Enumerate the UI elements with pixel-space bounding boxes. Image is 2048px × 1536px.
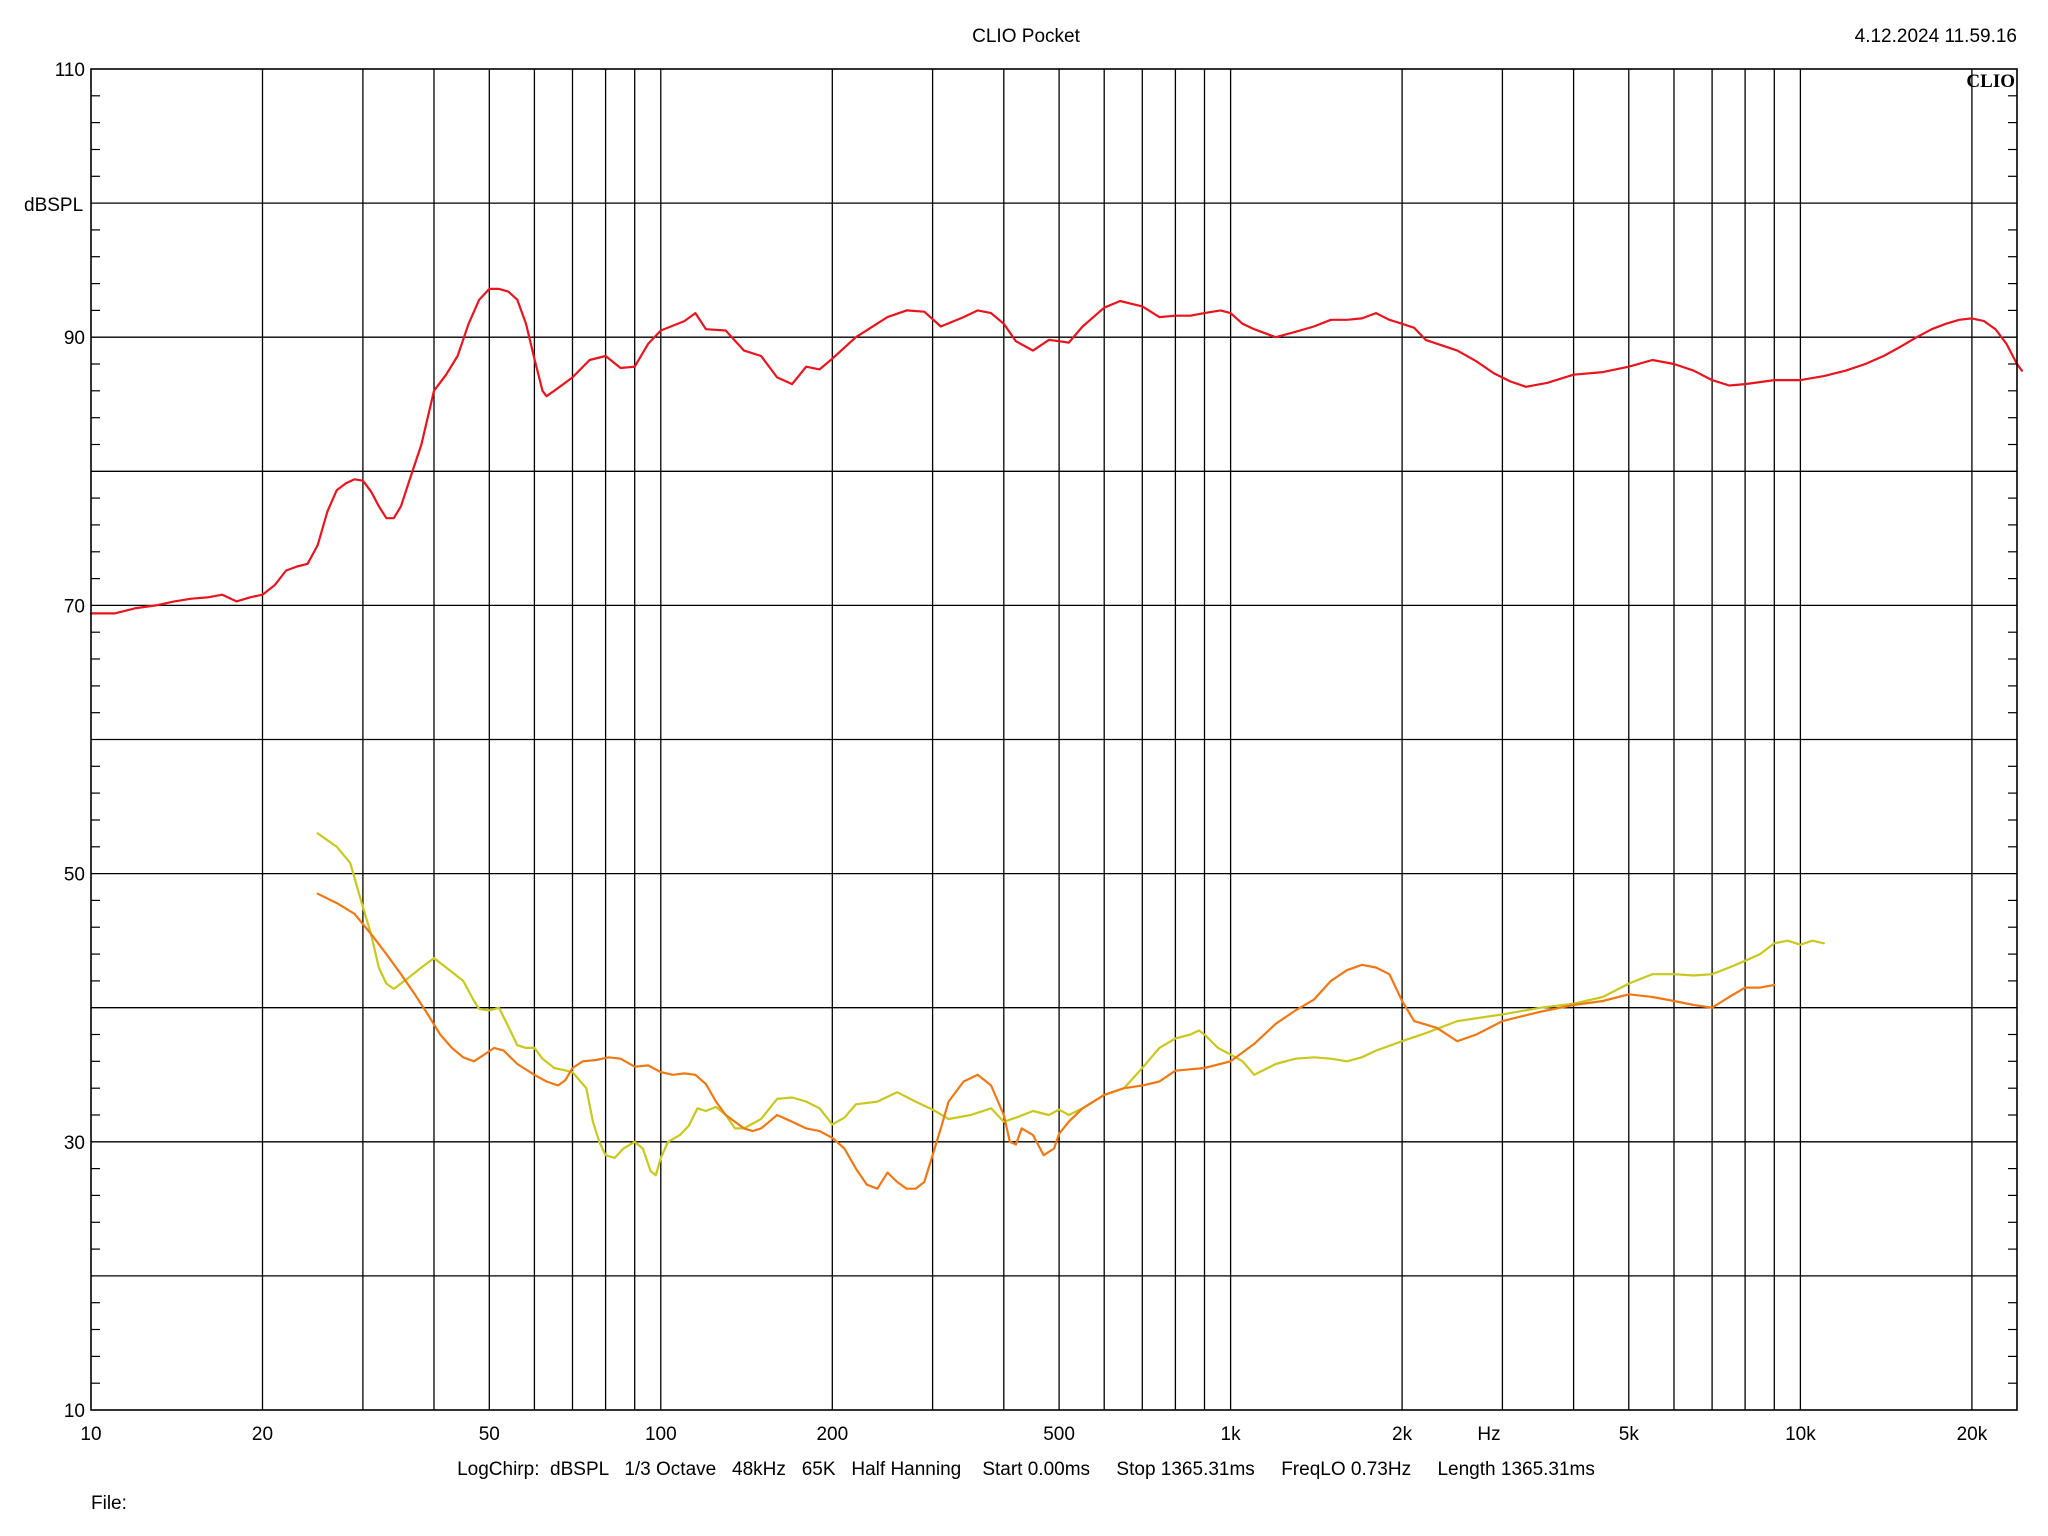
series-trace-3 xyxy=(316,892,1776,1190)
x-axis-label: Hz xyxy=(1477,1424,1500,1445)
series-traces xyxy=(89,287,2024,1190)
x-tick-label: 100 xyxy=(645,1424,677,1445)
y-tick-label: 90 xyxy=(64,328,85,349)
series-trace-2 xyxy=(316,832,1826,1177)
x-tick-label: 20 xyxy=(252,1424,273,1445)
measurement-settings: LogChirp: dBSPL 1/3 Octave 48kHz 65K Hal… xyxy=(457,1459,1595,1480)
x-tick-label: 1k xyxy=(1221,1424,1242,1445)
x-tick-label: 200 xyxy=(816,1424,848,1445)
x-tick-label: 2k xyxy=(1392,1424,1413,1445)
series-trace-1 xyxy=(89,287,2024,615)
x-tick-label: 50 xyxy=(479,1424,500,1445)
y-tick-label: 30 xyxy=(64,1133,85,1154)
clio-logo: CLIO xyxy=(1966,71,2015,92)
y-minor-ticks xyxy=(91,95,2017,1384)
y-tick-labels: 10 30 50 70 90 110 xyxy=(55,60,85,1422)
x-tick-labels: 10 20 50 100 200 500 1k 2k 5k 10k 20k xyxy=(80,1424,1987,1445)
file-label: File: xyxy=(91,1493,127,1514)
x-tick-label: 20k xyxy=(1957,1424,1988,1445)
grid-lines xyxy=(91,69,2017,1410)
y-tick-label: 10 xyxy=(64,1401,85,1422)
x-tick-label: 5k xyxy=(1619,1424,1640,1445)
x-tick-label: 10k xyxy=(1785,1424,1816,1445)
x-tick-label: 500 xyxy=(1043,1424,1075,1445)
y-tick-label: 50 xyxy=(64,865,85,886)
y-tick-label: 110 xyxy=(55,60,85,81)
y-axis-label: dBSPL xyxy=(24,195,83,216)
y-tick-label: 70 xyxy=(64,596,85,617)
x-tick-label: 10 xyxy=(80,1424,101,1445)
chart-title: CLIO Pocket xyxy=(972,26,1080,47)
measurement-timestamp: 4.12.2024 11.59.16 xyxy=(1855,26,2017,47)
plot-frame xyxy=(90,68,2018,1411)
